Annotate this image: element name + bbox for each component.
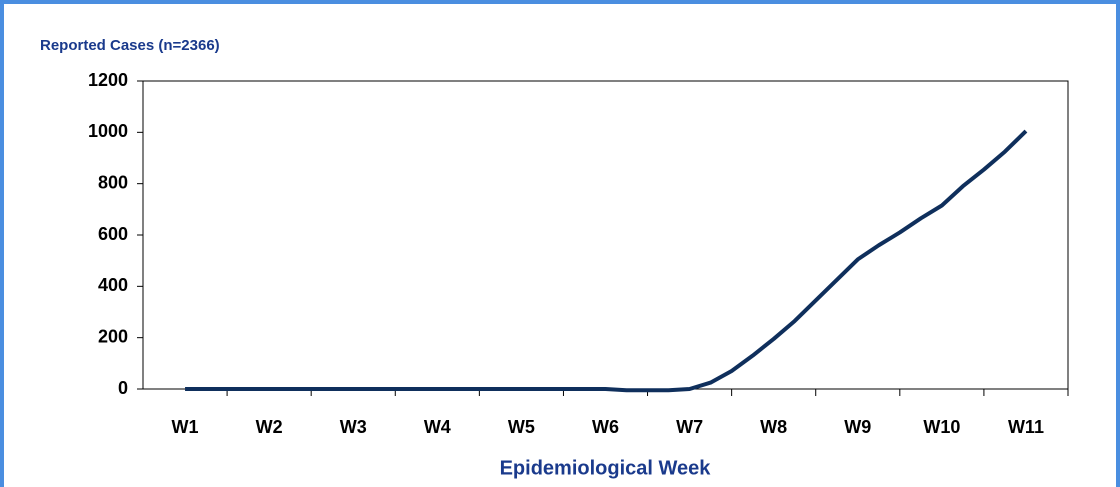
y-tick-label: 800 [98, 172, 128, 192]
line [185, 129, 1028, 393]
y-tick-label: 200 [98, 326, 128, 346]
x-tick-label: W4 [424, 417, 451, 437]
x-tick-label: W3 [340, 417, 367, 437]
x-tick-label: W1 [172, 417, 199, 437]
x-tick-label: W10 [923, 417, 960, 437]
x-tick-label: W8 [760, 417, 787, 437]
y-tick-label: 400 [98, 275, 128, 295]
y-tick-label: 0 [118, 378, 128, 398]
plot-area [142, 80, 1069, 390]
y-tick-label: 1200 [88, 70, 128, 90]
x-tick-label: W9 [844, 417, 871, 437]
y-tick-label: 600 [98, 224, 128, 244]
x-tick-label: W6 [592, 417, 619, 437]
x-tick-label: W11 [1008, 417, 1044, 437]
x-tick-label: W2 [256, 417, 283, 437]
x-axis-title: Epidemiological Week [500, 457, 712, 479]
x-tick-label: W5 [508, 417, 535, 437]
y-tick-label: 1000 [88, 121, 128, 141]
x-tick-label: W7 [676, 417, 703, 437]
chart-title: Reported Cases (n=2366) [40, 37, 220, 54]
